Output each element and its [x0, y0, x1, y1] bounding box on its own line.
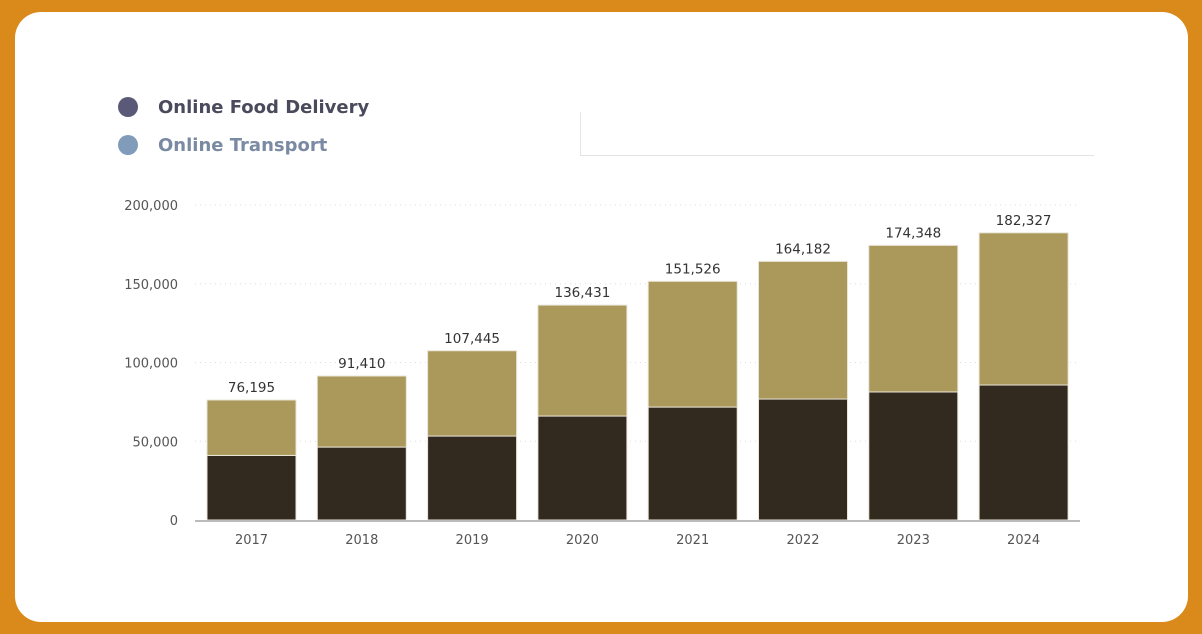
x-tick-label: 2017 — [235, 533, 268, 548]
data-label: 164,182 — [775, 241, 831, 257]
data-label: 136,431 — [554, 285, 610, 301]
bar-segment-food-delivery-2020 — [537, 415, 628, 521]
data-label: 182,327 — [996, 213, 1052, 229]
divider — [580, 155, 1094, 156]
bar-segment-transport-2019 — [427, 350, 518, 437]
bar-segment-food-delivery-2024 — [978, 384, 1069, 521]
y-tick-label: 0 — [170, 514, 178, 529]
bar-segment-food-delivery-2022 — [758, 398, 848, 521]
x-tick-label: 2019 — [456, 533, 489, 548]
y-tick-label: 50,000 — [133, 435, 179, 450]
bar-segment-transport-2023 — [868, 244, 959, 393]
x-tick-label: 2021 — [676, 533, 709, 548]
x-tick-label: 2024 — [1007, 533, 1040, 548]
data-label: 174,348 — [885, 225, 941, 241]
legend-label: Online Transport — [158, 134, 328, 156]
data-label: 151,526 — [665, 261, 721, 277]
y-tick-label: 200,000 — [124, 199, 178, 214]
divider — [580, 112, 581, 155]
x-tick-label: 2020 — [566, 533, 599, 548]
bar-segment-transport-2021 — [647, 280, 738, 408]
legend-item-transport[interactable]: Online Transport — [118, 126, 369, 164]
legend-label: Online Food Delivery — [158, 96, 370, 118]
bar-segment-transport-2022 — [758, 260, 848, 400]
x-tick-label: 2023 — [897, 533, 930, 548]
bar-segment-transport-2017 — [206, 399, 297, 456]
legend: Online Food Delivery Online Transport — [118, 88, 369, 164]
data-label: 76,195 — [228, 380, 275, 396]
bar-segment-transport-2018 — [316, 375, 407, 448]
y-tick-label: 100,000 — [124, 357, 178, 372]
bar-segment-food-delivery-2018 — [316, 446, 407, 521]
x-tick-label: 2022 — [786, 533, 819, 548]
bar-segment-transport-2020 — [537, 304, 628, 417]
bar-segment-food-delivery-2019 — [427, 435, 518, 521]
data-label: 107,445 — [444, 331, 500, 347]
bar-segment-food-delivery-2017 — [206, 454, 297, 521]
legend-dot-icon — [118, 135, 138, 155]
bar-segment-food-delivery-2023 — [868, 391, 959, 521]
bar-segment-food-delivery-2021 — [647, 406, 738, 521]
data-label: 91,410 — [338, 356, 385, 372]
y-tick-label: 150,000 — [124, 278, 178, 293]
x-tick-label: 2018 — [345, 533, 378, 548]
bar-segment-transport-2024 — [978, 232, 1069, 386]
legend-item-food-delivery[interactable]: Online Food Delivery — [118, 88, 369, 126]
legend-dot-icon — [118, 97, 138, 117]
